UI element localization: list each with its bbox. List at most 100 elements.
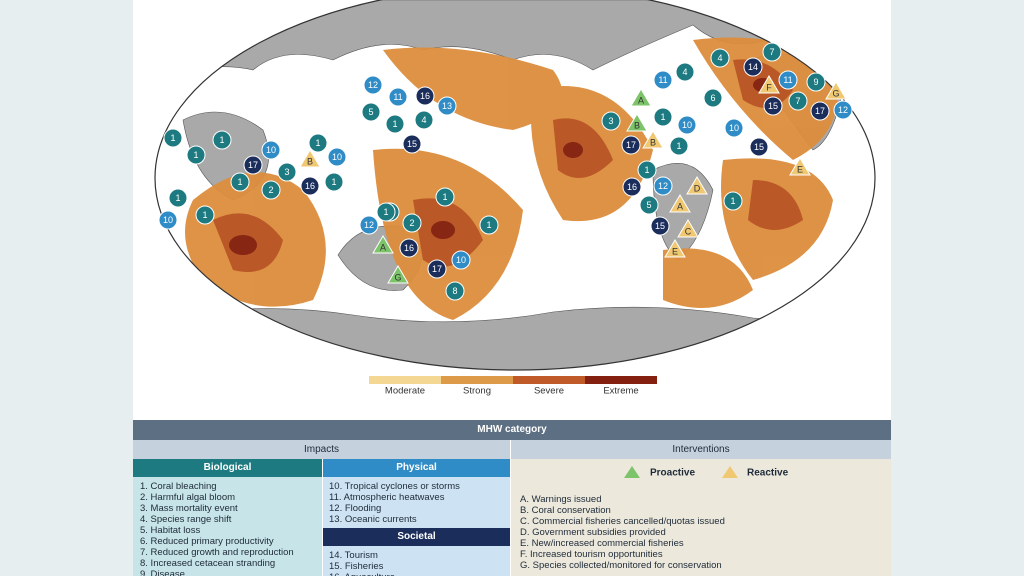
marker-label: 5: [368, 107, 373, 117]
marker-circle: [653, 176, 673, 196]
map-marker: 17: [621, 135, 641, 155]
map-marker: 3: [601, 111, 621, 131]
marker-triangle: [789, 157, 811, 176]
map-marker: 1: [479, 215, 499, 235]
colorbar-label: Extreme: [603, 386, 638, 397]
marker-circle: [762, 42, 782, 62]
marker-triangle: [686, 176, 708, 195]
map-marker: A: [372, 235, 394, 254]
marker-label: 12: [658, 181, 668, 191]
marker-triangle: [825, 81, 847, 100]
map-marker: B: [626, 113, 648, 132]
map-marker: 15: [402, 134, 422, 154]
marker-label: 10: [332, 152, 342, 162]
marker-label: 1: [660, 112, 665, 122]
map-marker: 2: [402, 213, 422, 233]
marker-label: 4: [682, 67, 687, 77]
marker-circle: [788, 91, 808, 111]
marker-circle: [479, 215, 499, 235]
marker-circle: [402, 134, 422, 154]
marker-circle: [621, 135, 641, 155]
impact-item: 12. Flooding: [329, 503, 382, 514]
colorbar-segment: [585, 376, 657, 384]
marker-label: 1: [170, 133, 175, 143]
marker-triangle: [758, 75, 780, 94]
marker-circle: [243, 155, 263, 175]
map-marker: 15: [763, 96, 783, 116]
marker-label: 11: [393, 92, 402, 102]
marker-circle: [414, 110, 434, 130]
marker-label: 17: [248, 160, 258, 170]
marker-label: 11: [658, 75, 667, 85]
marker-label: B: [650, 137, 656, 147]
marker-label: 4: [717, 53, 722, 63]
impact-item: 1. Coral bleaching: [140, 481, 217, 492]
map-marker: 1: [385, 114, 405, 134]
marker-label: 3: [608, 116, 613, 126]
colorbar-label: Moderate: [385, 386, 425, 397]
map-marker: 1: [168, 188, 188, 208]
map-marker: 1: [653, 107, 673, 127]
colorbar-segment: [441, 376, 513, 384]
map-marker: 12: [359, 215, 379, 235]
map-marker: 11: [388, 87, 408, 107]
marker-circle: [806, 72, 826, 92]
colorbar-label: Severe: [534, 386, 564, 397]
marker-circle: [749, 137, 769, 157]
colorbar-segment: [513, 376, 585, 384]
marker-label: 6: [710, 93, 715, 103]
marker-label: 1: [193, 150, 198, 160]
map-marker: 1: [195, 205, 215, 225]
marker-circle: [653, 70, 673, 90]
marker-circle: [677, 115, 697, 135]
marker-label: 10: [682, 120, 692, 130]
impact-item: 9. Disease: [140, 569, 185, 576]
impact-item: 14. Tourism: [329, 550, 378, 561]
map-marker: 1: [669, 136, 689, 156]
marker-circle: [710, 48, 730, 68]
marker-label: 1: [315, 138, 320, 148]
marker-label: 1: [486, 220, 491, 230]
marker-circle: [385, 114, 405, 134]
marker-circle: [230, 172, 250, 192]
marker-triangle: [626, 113, 648, 132]
marker-circle: [168, 188, 188, 208]
marker-circle: [427, 259, 447, 279]
map-marker: 12: [833, 100, 853, 120]
marker-circle: [445, 281, 465, 301]
map-marker: 1: [186, 145, 206, 165]
marker-circle: [158, 210, 178, 230]
map-marker: 16: [300, 176, 320, 196]
reactive-label: Reactive: [747, 468, 789, 479]
marker-label: 1: [383, 207, 388, 217]
intervention-item: G. Species collected/monitored for conse…: [520, 560, 722, 571]
marker-circle: [778, 70, 798, 90]
map-marker: B: [299, 149, 321, 168]
map-marker: 5: [361, 102, 381, 122]
map-marker: 1: [230, 172, 250, 192]
marker-label: B: [307, 156, 313, 166]
map-marker: 10: [451, 250, 471, 270]
group-header: Biological: [133, 459, 322, 477]
colorbar-label: Strong: [463, 386, 491, 397]
marker-circle: [451, 250, 471, 270]
impact-item: 2. Harmful algal bloom: [140, 492, 236, 503]
marker-circle: [724, 118, 744, 138]
map-marker: 8: [445, 281, 465, 301]
interventions-box: [510, 459, 891, 576]
marker-label: F: [766, 82, 772, 92]
marker-triangle: [677, 219, 699, 238]
marker-circle: [388, 87, 408, 107]
impacts-header: Impacts: [133, 440, 510, 459]
marker-circle: [622, 177, 642, 197]
map-marker: 4: [710, 48, 730, 68]
map-marker: 11: [778, 70, 798, 90]
marker-label: D: [694, 183, 701, 193]
marker-label: 7: [795, 96, 800, 106]
marker-label: G: [394, 272, 401, 282]
marker-label: 10: [163, 215, 173, 225]
marker-circle: [601, 111, 621, 131]
intervention-item: E. New/increased commercial fisheries: [520, 538, 684, 549]
marker-label: B: [634, 120, 640, 130]
